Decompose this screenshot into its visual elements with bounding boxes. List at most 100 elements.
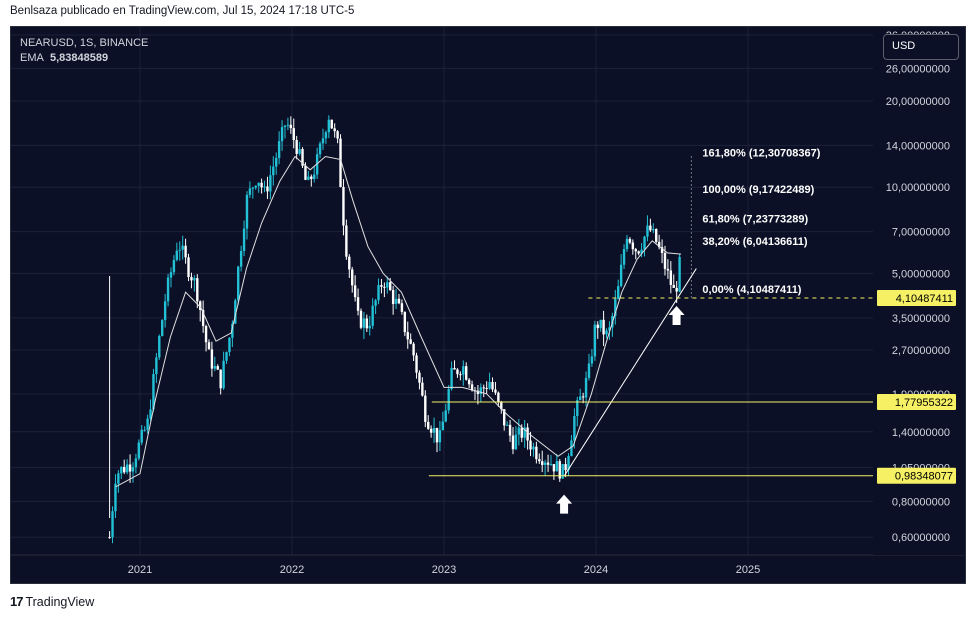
candle-body (330, 119, 333, 129)
price-axis-label: 26,00000000 (886, 63, 950, 75)
fib-level-label: 100,00% (9,17422489) (702, 184, 814, 196)
candle-body (266, 186, 269, 192)
arrow-up-icon (668, 306, 685, 326)
candle-body (248, 188, 252, 195)
candle-body (286, 124, 290, 126)
fib-level-label: 0,00% (4,10487411) (702, 284, 801, 296)
candle-body (561, 464, 564, 479)
footer-brand[interactable]: 17 TradingView (10, 594, 94, 609)
candle-body (301, 149, 304, 166)
candle-body (549, 464, 553, 466)
candle-body (497, 392, 500, 402)
candle-body (272, 166, 275, 176)
time-axis-label: 2022 (280, 564, 304, 576)
candle-body (260, 182, 263, 188)
candle-body (242, 228, 246, 251)
candle-body (152, 374, 155, 410)
candle-body (646, 225, 649, 237)
candle-body (207, 342, 211, 350)
candle-body (517, 427, 521, 435)
candle-body (494, 389, 497, 393)
candle-body (333, 128, 336, 132)
candle-body (660, 247, 664, 254)
candle-body (482, 387, 485, 389)
candle-body (427, 421, 430, 429)
brand-name: TradingView (25, 595, 95, 609)
candle-body (193, 278, 196, 281)
candle-body (254, 185, 257, 188)
candle-body (389, 282, 392, 291)
candle-body (631, 242, 635, 250)
candle-body (161, 320, 164, 336)
candle-body (552, 464, 556, 472)
publisher-caption: Benlsaza publicado en TradingView.com, J… (10, 5, 355, 17)
candle-body (298, 149, 301, 154)
candle-body (503, 409, 506, 426)
candle-body (412, 343, 415, 356)
candle-body (134, 458, 138, 468)
candle-body (125, 464, 129, 473)
candle-body (619, 264, 623, 287)
candle-body (453, 367, 456, 370)
price-axis-label: 7,00000000 (892, 227, 950, 239)
candle-body (172, 259, 176, 273)
price-chart[interactable]: 161,80% (12,30708367) 100,00% (9,17422489… (11, 27, 966, 584)
candle-body (491, 382, 494, 390)
candle-body (523, 427, 526, 438)
candle-body (643, 236, 646, 250)
candle-body (336, 131, 339, 139)
candle-body (546, 462, 550, 465)
candle-body (438, 430, 442, 443)
candle-body (307, 176, 310, 180)
candle-body (257, 182, 260, 186)
candle-body (599, 319, 602, 329)
candle-body (409, 339, 412, 344)
candle-body (424, 395, 427, 422)
candle-body (377, 285, 380, 301)
candle-body (465, 366, 468, 380)
candle-body (429, 428, 433, 433)
price-label-text: 0,98348077 (895, 471, 953, 483)
price-axis-label: 0,60000000 (892, 532, 950, 544)
chart-area[interactable]: 161,80% (12,30708367) 100,00% (9,17422489… (10, 26, 966, 584)
candle-body (163, 301, 167, 321)
candle-body (435, 427, 439, 443)
candle-body (570, 440, 573, 457)
candle-body (456, 369, 459, 375)
candle-body (342, 186, 345, 226)
candle-body (187, 257, 190, 278)
time-axis-label: 2024 (584, 564, 608, 576)
candle-body (555, 461, 559, 472)
candle-body (418, 372, 421, 383)
candle-body (263, 186, 266, 188)
candle-body (269, 175, 272, 192)
candle-body (181, 245, 184, 250)
candle-body (234, 300, 237, 324)
candle-body (196, 278, 199, 302)
trendline (563, 268, 697, 477)
candle-body (356, 297, 360, 311)
candle-body (403, 311, 407, 333)
candle-body (587, 363, 591, 378)
candle-body (283, 125, 287, 128)
candle-body (500, 401, 503, 410)
candle-body (391, 290, 395, 304)
candle-body (526, 427, 529, 441)
candle-body (558, 461, 561, 479)
candle-body (318, 143, 322, 155)
candle-body (175, 250, 179, 260)
currency-button[interactable]: USD (883, 34, 959, 60)
price-label-box (877, 467, 956, 484)
candle-body (184, 245, 187, 258)
price-label-text: 1,77955322 (895, 397, 953, 409)
chart-legend: NEARUSD, 1S, BINANCE EMA 5,83848589 (20, 36, 148, 66)
candle-body (541, 461, 544, 465)
candle-body (245, 194, 249, 229)
candle-body (657, 241, 661, 248)
candle-body (394, 298, 398, 304)
candle-body (432, 427, 436, 433)
price-label-box (877, 289, 956, 306)
candle-body (581, 396, 585, 398)
candle-body (140, 429, 143, 443)
candle-body (120, 466, 123, 474)
